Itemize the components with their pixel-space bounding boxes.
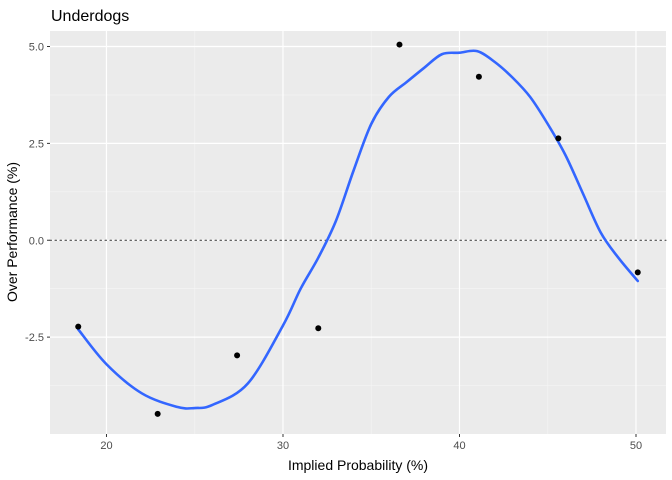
y-tick-label: 0.0 — [29, 235, 44, 247]
x-axis-ticks: 20 30 40 50 — [100, 434, 642, 452]
x-tick-label: 40 — [453, 440, 465, 452]
major-gridlines — [50, 31, 666, 434]
data-point — [75, 323, 82, 330]
data-point — [555, 135, 562, 142]
x-axis-title: Implied Probability (%) — [288, 457, 428, 473]
data-point — [396, 41, 403, 48]
y-tick-label: 5.0 — [29, 42, 44, 54]
data-point — [475, 73, 482, 80]
x-tick-label: 50 — [630, 440, 642, 452]
y-axis-ticks: -2.5 0.0 2.5 5.0 — [25, 42, 50, 344]
x-tick-label: 20 — [100, 440, 112, 452]
minor-gridlines — [50, 31, 666, 434]
data-point — [234, 352, 241, 359]
data-points — [75, 41, 641, 417]
data-point — [315, 325, 322, 332]
y-tick-label: 2.5 — [29, 138, 44, 150]
plot-panel — [50, 31, 666, 434]
chart-title: Underdogs — [51, 8, 129, 25]
y-axis-title: Over Performance (%) — [4, 162, 20, 302]
y-tick-label: -2.5 — [25, 332, 44, 344]
data-point — [634, 269, 641, 276]
x-tick-label: 30 — [277, 440, 289, 452]
data-point — [154, 410, 161, 417]
